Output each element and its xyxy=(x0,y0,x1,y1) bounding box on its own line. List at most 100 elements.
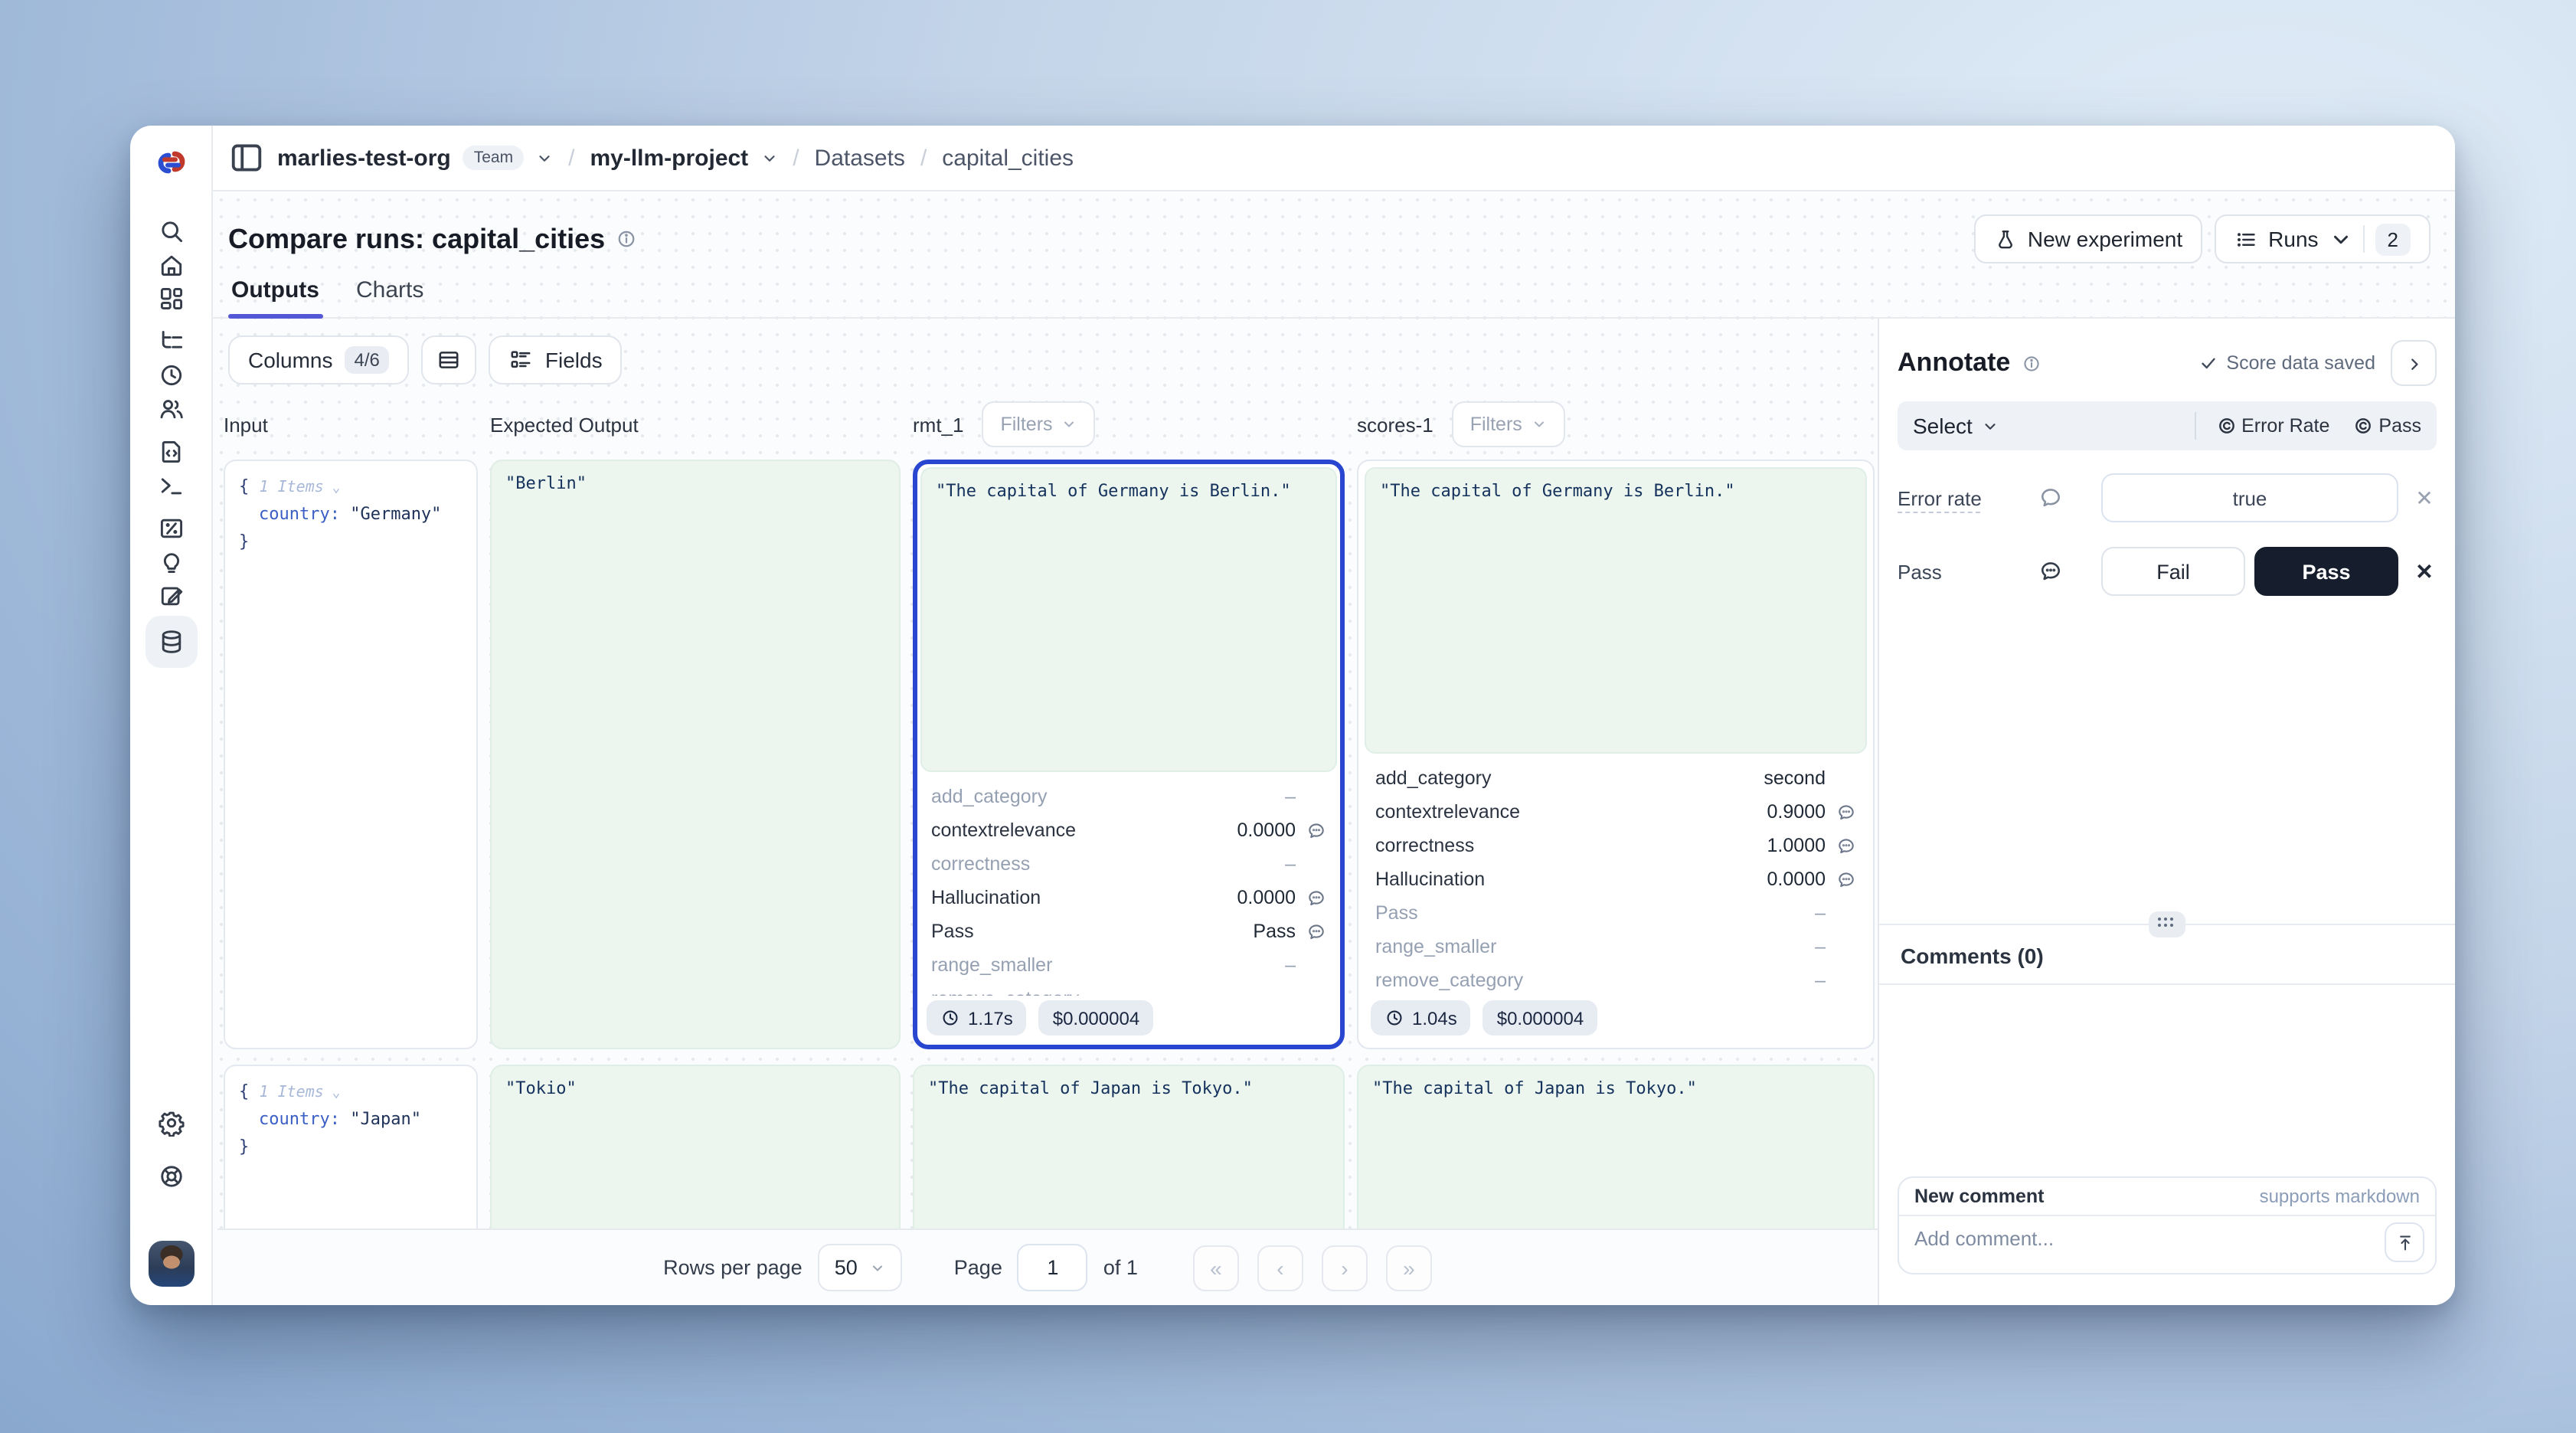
run1-output-cell[interactable]: "The capital of Japan is Tokyo." xyxy=(913,1065,1345,1229)
comment-bubble-icon[interactable] xyxy=(1836,869,1856,889)
breadcrumb-project[interactable]: my-llm-project xyxy=(590,145,749,171)
score-name: range_smaller xyxy=(931,954,1053,976)
breadcrumb-org[interactable]: marlies-test-org xyxy=(277,145,451,171)
traces-icon[interactable] xyxy=(154,325,188,358)
comment-input[interactable]: Add comment... xyxy=(1914,1227,2055,1250)
chevron-down-icon[interactable] xyxy=(760,149,777,166)
tab-outputs[interactable]: Outputs xyxy=(228,277,322,319)
expected-output-cell[interactable]: "Berlin" xyxy=(490,460,901,1049)
score-value: 1.0000 xyxy=(1767,835,1826,856)
first-page-button[interactable]: « xyxy=(1192,1245,1239,1291)
table-row: { 1 Items ⌄ country: "Germany" } "Berlin… xyxy=(224,460,1878,1049)
clear-pass-button[interactable]: ✕ xyxy=(2415,558,2434,583)
tab-charts[interactable]: Charts xyxy=(356,277,424,303)
score-row[interactable]: Pass Pass xyxy=(931,914,1326,948)
comment-bubble-icon[interactable] xyxy=(1306,921,1326,941)
submit-arrow-icon xyxy=(2399,1235,2410,1250)
dashboards-icon[interactable] xyxy=(154,282,188,316)
settings-gear-icon[interactable] xyxy=(154,1106,188,1140)
comment-bubble-icon[interactable] xyxy=(2038,486,2063,510)
score-row[interactable]: contextrelevance 0.0000 xyxy=(931,813,1326,847)
breadcrumb-datasets[interactable]: Datasets xyxy=(814,145,905,171)
users-icon[interactable] xyxy=(154,392,188,426)
comment-bubble-icon[interactable] xyxy=(1836,802,1856,822)
score-row[interactable]: contextrelevance 0.9000 xyxy=(1375,795,1856,829)
org-logo-icon[interactable] xyxy=(152,147,189,178)
rows-per-page-select[interactable]: 50 xyxy=(817,1244,902,1291)
page-of-label: of 1 xyxy=(1103,1256,1138,1279)
panel-divider xyxy=(1879,983,2455,985)
score-row[interactable]: Hallucination 0.0000 xyxy=(931,881,1326,914)
help-lifebuoy-icon[interactable] xyxy=(154,1160,188,1193)
run2-output-cell[interactable]: "The capital of Japan is Tokyo." xyxy=(1357,1065,1875,1229)
select-dropdown[interactable]: Select xyxy=(1913,414,1973,438)
user-avatar[interactable] xyxy=(148,1241,194,1287)
runs-button[interactable]: Runs 2 xyxy=(2215,214,2431,263)
score-row[interactable]: Pass – xyxy=(1375,896,1856,930)
collapse-panel-button[interactable] xyxy=(2391,340,2437,386)
cost-chip: $0.000004 xyxy=(1038,1000,1154,1035)
comment-bubble-icon[interactable] xyxy=(1306,888,1326,908)
sidebar-toggle-icon[interactable] xyxy=(228,139,265,176)
page-number-input[interactable] xyxy=(1017,1244,1088,1291)
filters-button-run2[interactable]: Filters xyxy=(1451,401,1565,447)
search-icon[interactable] xyxy=(154,214,188,248)
next-page-button[interactable]: › xyxy=(1321,1245,1368,1291)
columns-button[interactable]: Columns 4/6 xyxy=(228,335,409,384)
new-experiment-button[interactable]: New experiment xyxy=(1973,214,2203,263)
home-icon[interactable] xyxy=(154,248,188,282)
score-row[interactable]: add_category – xyxy=(931,780,1326,813)
expected-output-cell[interactable]: "Tokio" xyxy=(490,1065,901,1229)
json-collapse-icon[interactable]: ⌄ xyxy=(323,1086,341,1101)
run2-output-cell[interactable]: "The capital of Germany is Berlin." add_… xyxy=(1357,460,1875,1049)
pass-option-button[interactable]: Pass xyxy=(2254,547,2398,596)
prev-page-button[interactable]: ‹ xyxy=(1257,1245,1303,1291)
evaluations-icon[interactable] xyxy=(154,512,188,545)
submit-comment-button[interactable] xyxy=(2385,1222,2424,1262)
comment-bubble-icon[interactable] xyxy=(1836,836,1856,856)
panel-divider xyxy=(1879,911,2455,937)
comment-bubble-icon[interactable] xyxy=(1306,820,1326,840)
breadcrumb-current[interactable]: capital_cities xyxy=(942,145,1074,171)
error-rate-value-input[interactable] xyxy=(2101,473,2398,522)
code-file-icon[interactable] xyxy=(154,435,188,469)
input-cell[interactable]: { 1 Items ⌄ country: "Germany" } xyxy=(224,460,478,1049)
score-row[interactable]: correctness – xyxy=(931,847,1326,881)
drag-handle[interactable] xyxy=(2149,911,2185,937)
filters-button-run1[interactable]: Filters xyxy=(982,401,1096,447)
score-row[interactable]: range_smaller – xyxy=(931,948,1326,982)
row-height-button[interactable] xyxy=(420,335,476,384)
info-icon[interactable] xyxy=(616,228,637,250)
json-collapse-icon[interactable]: ⌄ xyxy=(323,481,341,496)
score-value: 0.0000 xyxy=(1237,820,1296,841)
pagination-bar: Rows per page 50 Page of 1 « ‹ xyxy=(217,1229,1878,1305)
datasets-icon[interactable] xyxy=(145,616,197,668)
score-row[interactable]: remove_category– xyxy=(1375,964,1856,996)
score-row[interactable]: Hallucination 0.0000 xyxy=(1375,862,1856,896)
lightbulb-icon[interactable] xyxy=(154,545,188,579)
clear-error-rate-button[interactable]: ✕ xyxy=(2415,485,2434,509)
quick-scorer-error-rate[interactable]: Error Rate xyxy=(2217,415,2329,437)
table-toolbar: Columns 4/6 Fields xyxy=(217,319,1878,398)
last-page-button[interactable]: » xyxy=(1385,1245,1432,1291)
terminal-icon[interactable] xyxy=(154,469,188,502)
input-cell[interactable]: { 1 Items ⌄ country: "Japan" } xyxy=(224,1065,478,1229)
score-row[interactable]: range_smaller – xyxy=(1375,930,1856,964)
run1-output-cell-selected[interactable]: "The capital of Germany is Berlin." add_… xyxy=(913,460,1345,1049)
chevron-down-icon[interactable] xyxy=(1982,417,1999,434)
fail-option-button[interactable]: Fail xyxy=(2101,547,2245,596)
annotation-icon[interactable] xyxy=(154,579,188,613)
info-icon[interactable] xyxy=(2021,353,2041,373)
quick-scorer-pass[interactable]: Pass xyxy=(2354,415,2421,437)
comment-slot xyxy=(1826,869,1856,889)
comment-slot xyxy=(1296,820,1326,840)
score-row[interactable]: add_category second xyxy=(1375,761,1856,795)
fields-button[interactable]: Fields xyxy=(488,335,623,384)
history-icon[interactable] xyxy=(154,358,188,392)
score-row[interactable]: correctness 1.0000 xyxy=(1375,829,1856,862)
chevron-down-icon[interactable] xyxy=(536,149,553,166)
score-row[interactable]: remove_category– xyxy=(931,982,1326,996)
comment-bubble-icon[interactable] xyxy=(2038,559,2063,584)
score-name: correctness xyxy=(1375,835,1475,856)
